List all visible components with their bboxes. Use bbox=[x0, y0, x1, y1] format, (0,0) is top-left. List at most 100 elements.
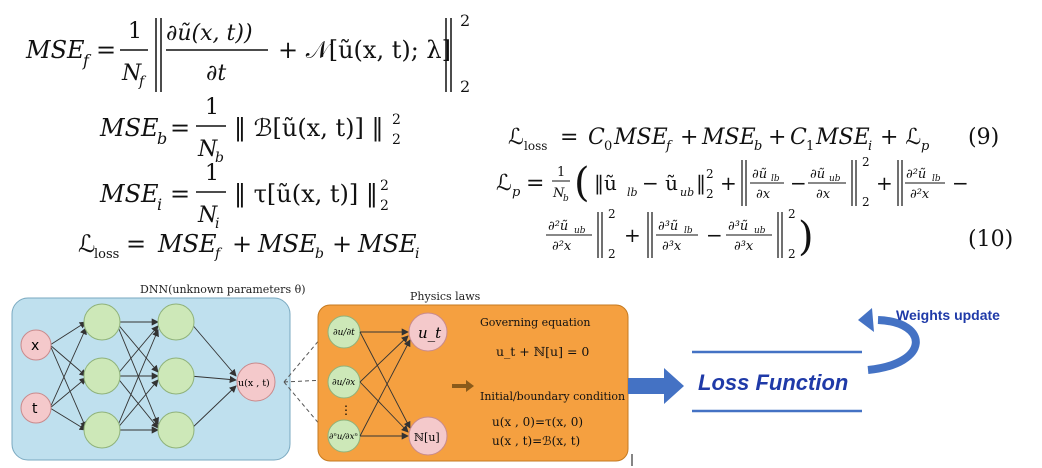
hidden-node bbox=[157, 411, 195, 449]
physics-panel: Physics laws ∂u/∂t ∂u/∂x ⋮ ∂ⁿu/∂xⁿ u_t ℕ… bbox=[317, 290, 629, 462]
svg-text:2: 2 bbox=[380, 178, 389, 194]
svg-text:+ 𝒩[ũ(x, t); λ]: + 𝒩[ũ(x, t); λ] bbox=[278, 36, 451, 64]
svg-text:MSE: MSE bbox=[701, 125, 756, 150]
svg-text:2: 2 bbox=[608, 247, 616, 261]
svg-text:MSE: MSE bbox=[25, 36, 85, 64]
svg-text:∂x: ∂x bbox=[816, 187, 831, 202]
svg-text:=: = bbox=[96, 36, 116, 64]
svg-text:MSE: MSE bbox=[157, 230, 217, 258]
svg-text:2: 2 bbox=[862, 195, 870, 209]
svg-text:2: 2 bbox=[706, 167, 714, 181]
svg-text:∂ũ: ∂ũ bbox=[752, 167, 767, 182]
svg-text:0: 0 bbox=[604, 139, 612, 154]
svg-text:=: = bbox=[560, 125, 578, 150]
svg-text:∂³x: ∂³x bbox=[734, 239, 754, 254]
equation-mse-f: MSE f = 1 N f ∂ũ(x, t)) ∂t + 𝒩[ũ(x, t); … bbox=[25, 11, 470, 96]
svg-text:∂x: ∂x bbox=[756, 187, 771, 202]
svg-text:2: 2 bbox=[706, 187, 714, 201]
svg-text:∂³ũ: ∂³ũ bbox=[728, 219, 748, 234]
to-loss-arrow-icon bbox=[628, 368, 684, 404]
svg-text:): ) bbox=[798, 214, 814, 260]
ibc-equation-1: u(x , 0)=τ(x, 0) bbox=[492, 415, 583, 429]
svg-text:f: f bbox=[138, 74, 147, 90]
svg-text:b: b bbox=[754, 139, 762, 154]
svg-text:∂²ũ: ∂²ũ bbox=[548, 219, 568, 234]
svg-text:∂²ũ: ∂²ũ bbox=[906, 167, 926, 182]
svg-text:C: C bbox=[588, 125, 605, 150]
derivative-node-x-label: ∂u/∂x bbox=[332, 378, 355, 388]
svg-text:i: i bbox=[415, 246, 419, 262]
physics-title: Physics laws bbox=[410, 290, 481, 303]
svg-text:lb: lb bbox=[932, 174, 941, 184]
svg-text:+: + bbox=[680, 125, 698, 150]
hidden-node bbox=[157, 303, 195, 341]
output-node bbox=[236, 362, 276, 402]
svg-text:‖ τ[ũ(x, t)] ‖: ‖ τ[ũ(x, t)] ‖ bbox=[234, 180, 378, 209]
svg-text:+ ℒ: + ℒ bbox=[880, 125, 921, 150]
svg-text:MSE: MSE bbox=[357, 230, 417, 258]
ut-node-label: u_t bbox=[418, 324, 442, 342]
hidden-node bbox=[83, 411, 121, 449]
svg-text:2: 2 bbox=[460, 11, 470, 30]
svg-text:p: p bbox=[921, 139, 930, 154]
svg-text:∂²x: ∂²x bbox=[552, 239, 572, 254]
svg-text:2: 2 bbox=[788, 207, 796, 221]
svg-text:2: 2 bbox=[788, 247, 796, 261]
svg-text:b: b bbox=[215, 150, 224, 166]
svg-text:b: b bbox=[315, 246, 324, 262]
svg-text:=: = bbox=[170, 114, 190, 142]
ibc-title: Initial/boundary condition bbox=[480, 390, 625, 403]
nu-node bbox=[408, 416, 448, 456]
equation-number-9: (9) bbox=[968, 125, 999, 150]
svg-text:ub: ub bbox=[680, 186, 694, 199]
svg-text:ℒ: ℒ bbox=[78, 230, 95, 258]
derivative-node-n-label: ∂ⁿu/∂xⁿ bbox=[329, 432, 358, 442]
svg-text:loss: loss bbox=[524, 139, 547, 153]
svg-text:‖ũ: ‖ũ bbox=[594, 171, 617, 196]
svg-text:N: N bbox=[552, 186, 565, 201]
svg-text:MSE: MSE bbox=[257, 230, 317, 258]
svg-text:b: b bbox=[563, 194, 569, 204]
svg-text:f: f bbox=[214, 246, 223, 262]
hidden-node bbox=[83, 357, 121, 395]
svg-text:p: p bbox=[512, 185, 521, 200]
output-node-label: u(x , t) bbox=[238, 378, 270, 389]
loss-function-box: Loss Function bbox=[692, 350, 862, 413]
svg-text:−: − bbox=[706, 223, 723, 247]
svg-text:MSE: MSE bbox=[613, 125, 668, 150]
svg-text:+: + bbox=[232, 230, 252, 258]
svg-text:f: f bbox=[82, 51, 92, 70]
nu-node-label: ℕ[u] bbox=[414, 431, 440, 444]
weights-update-arrowhead-icon bbox=[858, 308, 874, 332]
equation-loss-left: ℒ loss = MSE f + MSE b + MSE i bbox=[78, 230, 419, 262]
svg-text:b: b bbox=[157, 129, 167, 148]
svg-text:loss: loss bbox=[94, 247, 119, 262]
svg-text:N: N bbox=[197, 137, 218, 162]
svg-text:1: 1 bbox=[205, 95, 219, 120]
input-node-x bbox=[20, 329, 52, 361]
svg-text:2: 2 bbox=[862, 155, 870, 169]
dnn-panel: DNN(unknown parameters θ) x t bbox=[11, 283, 306, 461]
svg-text:ub: ub bbox=[754, 226, 766, 236]
svg-text:lb: lb bbox=[684, 226, 693, 236]
svg-text:i: i bbox=[157, 195, 162, 214]
svg-text:1: 1 bbox=[557, 165, 565, 180]
physics-connections bbox=[359, 328, 411, 440]
svg-text:‖: ‖ bbox=[696, 171, 706, 196]
svg-text:i: i bbox=[215, 216, 219, 232]
svg-text:+: + bbox=[768, 125, 786, 150]
svg-text:−: − bbox=[952, 171, 969, 195]
input-node-t-label: t bbox=[32, 401, 38, 417]
svg-text:+: + bbox=[332, 230, 352, 258]
derivative-node-t-label: ∂u/∂t bbox=[333, 328, 355, 338]
governing-title: Governing equation bbox=[480, 316, 590, 329]
svg-text:2: 2 bbox=[380, 198, 389, 214]
weights-update-arrow bbox=[858, 308, 920, 374]
svg-text:=: = bbox=[126, 230, 146, 258]
svg-text:1: 1 bbox=[806, 139, 814, 154]
input-node-t bbox=[20, 392, 52, 424]
svg-text:ub: ub bbox=[829, 174, 841, 184]
equations-area: MSE f = 1 N f ∂ũ(x, t)) ∂t + 𝒩[ũ(x, t); … bbox=[25, 11, 1013, 262]
svg-text:MSE: MSE bbox=[815, 125, 870, 150]
svg-text:1: 1 bbox=[205, 161, 219, 186]
